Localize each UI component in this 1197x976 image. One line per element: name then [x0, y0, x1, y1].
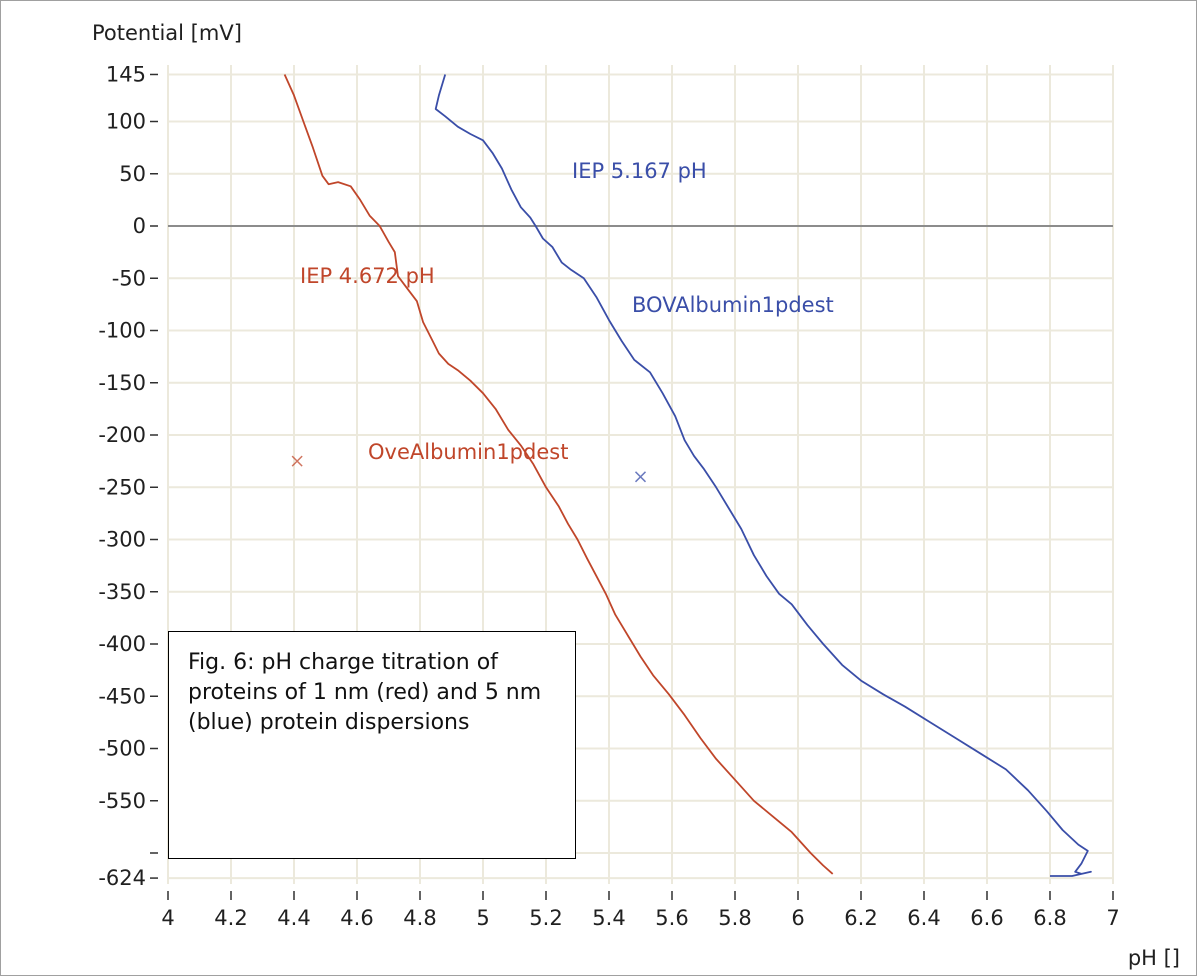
- y-tick-label: -100: [98, 319, 146, 343]
- x-tick-label: 5.4: [592, 906, 625, 930]
- y-tick-label: -150: [98, 371, 146, 395]
- y-axis-title: Potential [mV]: [92, 21, 242, 45]
- series-line-OveAlbumin1pdest: [283, 74, 834, 875]
- x-tick-label: 4: [161, 906, 174, 930]
- series-marker-BOVAlbumin1pdest: [634, 471, 647, 483]
- y-tick-label: -550: [98, 789, 146, 813]
- x-tick-label: 4.4: [277, 906, 310, 930]
- series-line-BOVAlbumin1pdest: [434, 74, 1092, 877]
- x-tick-label: 5.6: [655, 906, 688, 930]
- x-tick-label: 5: [476, 906, 489, 930]
- y-tick-label: 50: [119, 162, 146, 186]
- y-tick-label: -50: [112, 266, 146, 290]
- x-tick-label: 6.4: [907, 906, 940, 930]
- x-tick-label: 5.2: [529, 906, 562, 930]
- y-tick-label: -450: [98, 684, 146, 708]
- y-tick-label: 0: [133, 214, 146, 238]
- y-tick-label: -624: [98, 866, 146, 890]
- x-tick-label: 6.8: [1033, 906, 1066, 930]
- series-marker-OveAlbumin1pdest: [291, 455, 303, 467]
- series-name-label: BOVAlbumin1pdest: [632, 293, 834, 317]
- y-tick-label: -300: [98, 528, 146, 552]
- x-tick-label: 4.8: [403, 906, 436, 930]
- y-tick-label: -500: [98, 737, 146, 761]
- figure-caption: Fig. 6: pH charge titration of proteins …: [188, 650, 542, 735]
- y-tick-label: -200: [98, 423, 146, 447]
- x-axis-title: pH []: [1128, 946, 1180, 970]
- y-tick-label: 145: [106, 62, 146, 86]
- x-tick-label: 6: [791, 906, 804, 930]
- iep-annotation: IEP 5.167 pH: [572, 159, 707, 183]
- y-tick-label: -350: [98, 580, 146, 604]
- figure-caption-box: Fig. 6: pH charge titration of proteins …: [168, 631, 576, 859]
- iep-annotation: IEP 4.672 pH: [300, 264, 435, 288]
- x-tick-label: 4.2: [214, 906, 247, 930]
- series-name-label: OveAlbumin1pdest: [368, 440, 568, 464]
- y-tick-label: -250: [98, 475, 146, 499]
- x-tick-label: 6.2: [844, 906, 877, 930]
- x-tick-label: 5.8: [718, 906, 751, 930]
- y-tick-label: 100: [106, 110, 146, 134]
- y-tick-label: -400: [98, 632, 146, 656]
- x-tick-label: 6.6: [970, 906, 1003, 930]
- x-tick-label: 4.6: [340, 906, 373, 930]
- x-tick-label: 7: [1106, 906, 1119, 930]
